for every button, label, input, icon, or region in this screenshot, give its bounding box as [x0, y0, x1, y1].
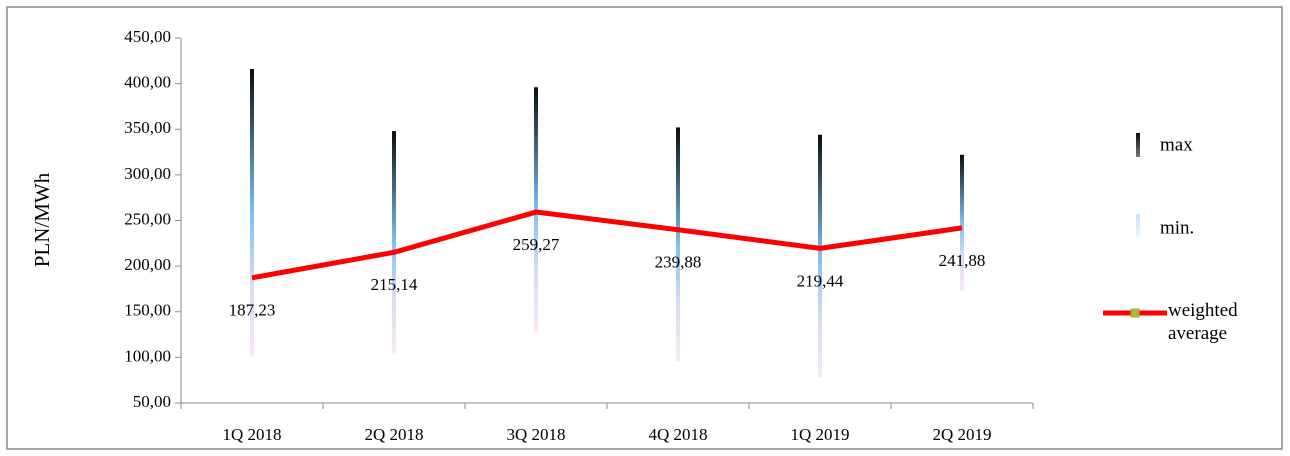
y-tick-label: 150,00 — [124, 301, 171, 320]
average-line — [251, 209, 963, 281]
y-tick-label: 250,00 — [124, 209, 171, 228]
y-tick-label: 100,00 — [124, 346, 171, 365]
y-tick-label: 450,00 — [124, 27, 171, 46]
x-tick-label: 4Q 2018 — [648, 425, 707, 444]
y-tick-label: 300,00 — [124, 164, 171, 183]
y-tick-label: 400,00 — [124, 73, 171, 92]
range-bar — [250, 69, 254, 357]
y-tick-label: 50,00 — [133, 392, 171, 411]
x-tick-label: 2Q 2019 — [932, 425, 991, 444]
y-tick-label: 200,00 — [124, 255, 171, 274]
range-bar — [818, 134, 822, 378]
data-label: 239,88 — [655, 253, 702, 272]
x-tick-label: 1Q 2018 — [222, 425, 281, 444]
data-label: 219,44 — [797, 271, 844, 290]
legend-marker — [1130, 308, 1140, 318]
legend-label: max — [1160, 134, 1193, 155]
x-tick-label: 2Q 2018 — [364, 425, 423, 444]
legend-swatch — [1136, 133, 1140, 157]
data-label: 241,88 — [939, 251, 986, 270]
legend-label: weighted average — [1168, 300, 1238, 344]
data-label: 259,27 — [513, 235, 560, 254]
y-tick-label: 350,00 — [124, 118, 171, 137]
legend-label: min. — [1160, 217, 1194, 238]
legend-swatch — [1136, 214, 1140, 236]
x-tick-label: 3Q 2018 — [506, 425, 565, 444]
data-label: 187,23 — [229, 301, 276, 320]
range-bar — [960, 154, 964, 291]
range-bar — [392, 131, 396, 354]
range-bar — [676, 127, 680, 362]
data-label: 215,14 — [371, 275, 418, 294]
legend-label-box: weighted average — [1168, 300, 1238, 344]
x-tick-label: 1Q 2019 — [790, 425, 849, 444]
y-axis-label: PLN/MWh — [30, 172, 54, 267]
